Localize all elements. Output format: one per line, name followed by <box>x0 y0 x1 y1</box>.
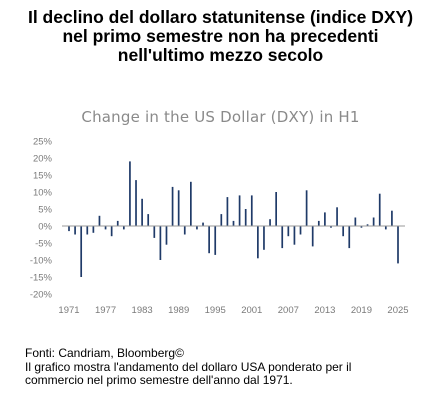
bar-1980 <box>122 226 125 230</box>
bar-2023 <box>384 226 387 230</box>
bar-2005 <box>275 192 277 226</box>
bar-2002 <box>257 226 259 259</box>
y-tick-label: -15% <box>30 273 53 284</box>
bar-1979 <box>116 220 119 226</box>
bar-2019 <box>360 226 363 228</box>
bar-2006 <box>281 226 284 249</box>
x-tick-label: 1971 <box>58 305 79 316</box>
x-tick-label: 2019 <box>351 305 372 316</box>
bar-1989 <box>177 190 180 226</box>
bar-1992 <box>196 226 198 230</box>
bar-1978 <box>110 226 113 237</box>
bar-1991 <box>190 181 192 226</box>
bar-2009 <box>299 226 302 235</box>
bar-2011 <box>311 226 314 247</box>
y-tick-label: 25% <box>33 137 53 148</box>
bar-2018 <box>354 217 357 226</box>
bar-2007 <box>287 226 290 237</box>
bar-2012 <box>317 220 320 226</box>
bar-1985 <box>153 226 156 238</box>
bar-2020 <box>366 224 369 226</box>
bar-1982 <box>135 180 137 226</box>
headline-line-3: nell'ultimo mezzo secolo <box>117 45 324 65</box>
bar-1976 <box>98 215 101 226</box>
y-tick-label: -20% <box>30 290 53 301</box>
bar-1995 <box>214 226 217 255</box>
bar-1999 <box>238 195 241 226</box>
bar-2016 <box>342 226 345 237</box>
x-tick-label: 2013 <box>314 305 335 316</box>
x-tick-label: 2001 <box>241 305 262 316</box>
bar-1983 <box>141 198 143 226</box>
bar-2000 <box>244 209 247 226</box>
y-tick-label: 0% <box>38 222 52 233</box>
headline-line-2: nel primo semestre non ha precedenti <box>62 26 379 46</box>
bar-2001 <box>250 195 253 226</box>
bar-1996 <box>220 214 223 226</box>
x-tick-label: 2025 <box>387 305 408 316</box>
bar-2013 <box>324 212 326 226</box>
bar-2017 <box>348 226 351 249</box>
y-tick-label: -5% <box>35 239 52 250</box>
y-tick-label: 10% <box>33 188 53 199</box>
y-tick-label: 15% <box>33 171 53 182</box>
bar-1977 <box>104 226 107 230</box>
bar-1972 <box>74 226 76 235</box>
x-tick-label: 1989 <box>168 305 189 316</box>
chart-title: Change in the US Dollar (DXY) in H1 <box>81 108 360 126</box>
caption-line-2: commercio nel primo semestre dell'anno d… <box>25 373 293 387</box>
bar-1981 <box>129 161 131 226</box>
bar-1971 <box>68 226 70 232</box>
x-tick-label: 1995 <box>205 305 226 316</box>
bar-1997 <box>226 197 229 226</box>
bar-1975 <box>92 226 95 233</box>
headline-line-1: Il declino del dollaro statunitense (ind… <box>27 7 414 27</box>
bar-1986 <box>159 226 162 260</box>
source-note: Fonti: Candriam, Bloomberg© <box>25 346 184 360</box>
bar-1973 <box>80 226 83 277</box>
bar-1998 <box>232 220 235 226</box>
bar-1994 <box>208 226 210 254</box>
bar-2024 <box>391 210 393 226</box>
bar-1988 <box>171 186 174 226</box>
caption-line-1: Il grafico mostra l'andamento del dollar… <box>25 359 352 374</box>
bar-1987 <box>165 226 168 245</box>
bar-1984 <box>147 214 150 226</box>
y-tick-label: -10% <box>30 256 53 267</box>
bar-2010 <box>305 190 308 226</box>
bar-1974 <box>86 226 89 235</box>
x-tick-label: 2007 <box>278 305 299 316</box>
bar-2025 <box>397 226 399 264</box>
bar-1993 <box>202 222 204 226</box>
bar-2014 <box>330 226 332 228</box>
bar-2004 <box>269 219 271 226</box>
bar-1990 <box>183 226 186 235</box>
y-tick-label: 5% <box>38 205 52 216</box>
x-tick-label: 1977 <box>95 305 116 316</box>
footer: Fonti: Candriam, Bloomberg© Il grafico m… <box>25 346 430 388</box>
bar-2021 <box>372 217 375 226</box>
bar-2003 <box>263 226 265 250</box>
headline: Il declino del dollaro statunitense (ind… <box>0 8 441 65</box>
bar-2022 <box>378 193 381 226</box>
x-tick-label: 1983 <box>132 305 153 316</box>
y-tick-label: 20% <box>33 154 53 165</box>
bar-2015 <box>336 207 338 226</box>
bar-2008 <box>293 226 296 245</box>
